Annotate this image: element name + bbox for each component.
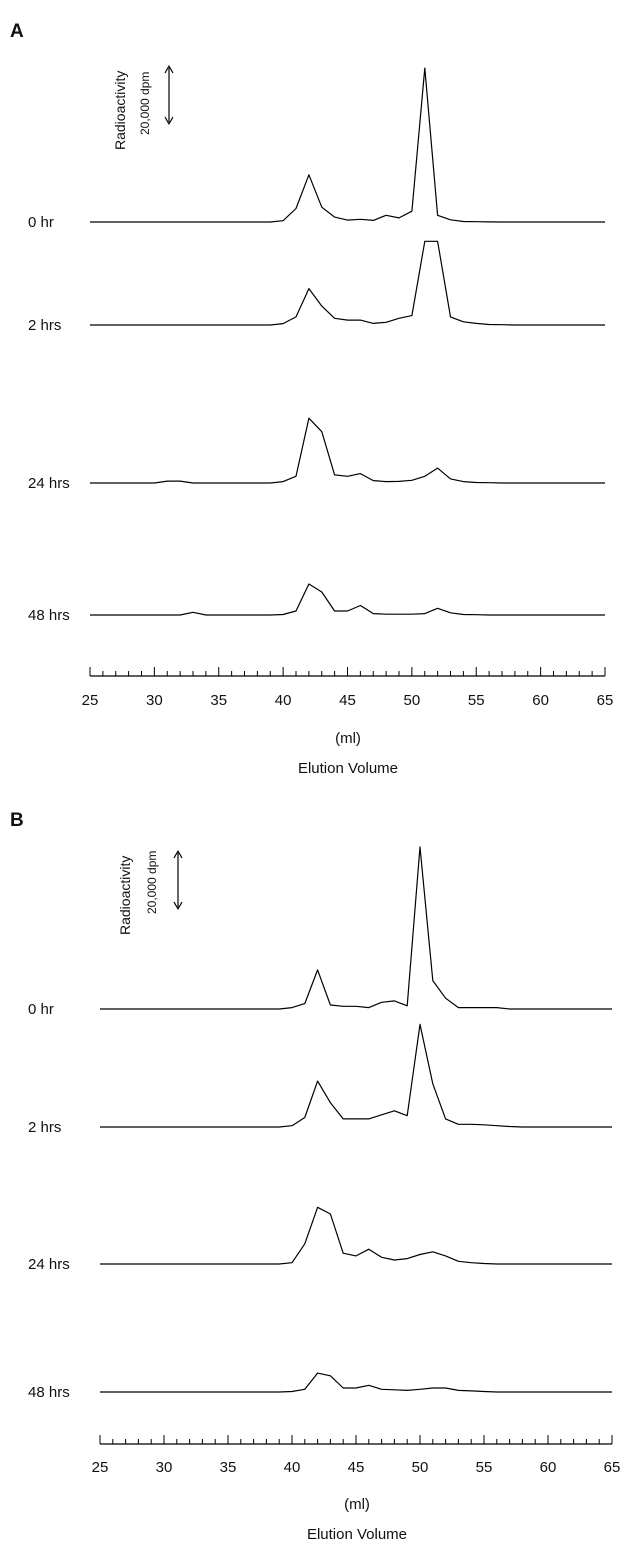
panel-a-x-axis: 25 30 35 40 45 50 55 60 65 [82,667,614,709]
panel-b-series-0-hr [100,846,612,1010]
panel-b-series-label-0-hr: 0 hr [28,1001,54,1018]
panel-a-scale-label: 20,000 dpm [138,72,152,135]
panel-a-series-48-hrs [90,583,605,616]
panel-b-x-tick-label: 45 [348,1459,365,1476]
panel-a-traces: 0 hr 2 hrs 24 hrs 48 hrs [28,67,605,624]
panel-a: A Radioactivity 20,000 dpm 0 hr 2 hrs 24 h… [10,21,613,777]
panel-b-scale-title: Radioactivity [117,856,133,935]
panel-a-scale-title: Radioactivity [112,71,128,150]
panel-b-x-tick-label: 40 [284,1459,301,1476]
panel-a-x-tick-label: 25 [82,692,99,709]
panel-b-series-label-48-hrs: 48 hrs [28,1384,70,1401]
panel-a-x-tick-label: 40 [275,692,292,709]
panel-b-scale-arrowhead-down [173,901,183,910]
panel-a-scale-bar: Radioactivity 20,000 dpm [112,65,174,150]
panel-b-x-label: Elution Volume [307,1526,407,1543]
panel-b-scale-bar: Radioactivity 20,000 dpm [117,850,183,935]
panel-a-scale-arrowhead-up [164,65,174,74]
panel-b: B Radioactivity 20,000 dpm 0 hr 2 hrs 24 h… [10,810,620,1543]
panel-b-traces: 0 hr 2 hrs 24 hrs 48 hrs [28,846,612,1401]
panel-a-x-label: Elution Volume [298,760,398,777]
panel-b-x-tick-label: 25 [92,1459,109,1476]
panel-b-series-48-hrs [100,1372,612,1393]
panel-b-x-tick-label: 50 [412,1459,429,1476]
panel-b-x-tick-label: 35 [220,1459,237,1476]
panel-b-x-axis: 25 30 35 40 45 50 55 60 65 [92,1435,621,1476]
panel-a-x-tick-label: 50 [404,692,421,709]
panel-b-letter: B [10,810,24,831]
panel-a-x-tick-label: 65 [597,692,614,709]
panel-b-series-label-2-hrs: 2 hrs [28,1119,61,1136]
panel-a-series-label-2-hrs: 2 hrs [28,317,61,334]
panel-a-series-label-48-hrs: 48 hrs [28,607,70,624]
panel-b-x-tick-label: 30 [156,1459,173,1476]
panel-b-x-tick-label: 60 [540,1459,557,1476]
panel-b-x-tick-label: 55 [476,1459,493,1476]
panel-a-letter: A [10,21,24,42]
panel-b-series-2-hrs [100,1023,612,1128]
panel-a-x-tick-label: 35 [210,692,227,709]
panel-a-x-tick-label: 45 [339,692,356,709]
panel-b-x-unit: (ml) [344,1496,370,1513]
panel-b-scale-label: 20,000 dpm [145,851,159,914]
panel-a-series-label-24-hrs: 24 hrs [28,475,70,492]
panel-a-x-tick-label: 60 [532,692,549,709]
panel-a-x-unit: (ml) [335,730,361,747]
panel-b-x-tick-label: 65 [604,1459,621,1476]
panel-a-x-tick-label: 30 [146,692,163,709]
panel-a-series-2-hrs [90,240,605,326]
panel-a-x-tick-label: 55 [468,692,485,709]
panel-b-scale-arrowhead-up [173,850,183,859]
panel-b-series-24-hrs [100,1206,612,1265]
panel-a-series-24-hrs [90,417,605,484]
panel-b-series-label-24-hrs: 24 hrs [28,1256,70,1273]
panel-a-series-label-0-hr: 0 hr [28,214,54,231]
panel-a-series-0-hr [90,67,605,223]
panel-a-scale-arrowhead-down [164,116,174,125]
